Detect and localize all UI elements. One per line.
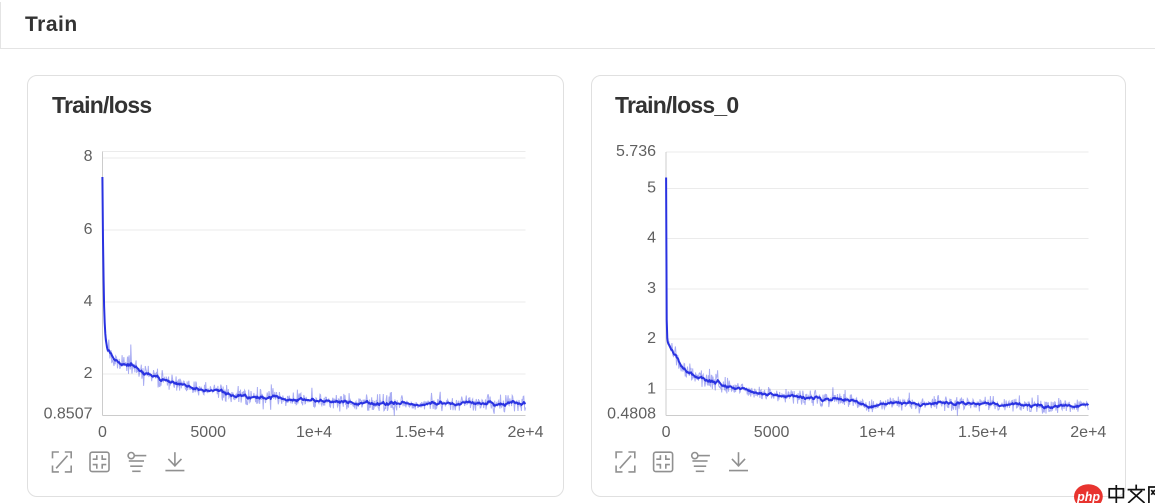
- svg-text:2e+4: 2e+4: [1070, 424, 1106, 441]
- svg-text:3: 3: [647, 280, 656, 297]
- svg-text:1.5e+4: 1.5e+4: [958, 424, 1007, 441]
- svg-text:6: 6: [84, 221, 93, 238]
- svg-text:4: 4: [84, 293, 93, 310]
- svg-text:1.5e+4: 1.5e+4: [395, 424, 444, 441]
- svg-text:1e+4: 1e+4: [859, 424, 895, 441]
- svg-text:2: 2: [84, 365, 93, 382]
- svg-text:0.8507: 0.8507: [44, 406, 93, 423]
- svg-text:5000: 5000: [754, 424, 790, 441]
- svg-text:php: php: [1076, 490, 1100, 503]
- svg-text:1: 1: [647, 381, 656, 398]
- svg-text:4: 4: [647, 230, 656, 247]
- svg-text:5: 5: [647, 179, 656, 196]
- svg-text:2e+4: 2e+4: [507, 424, 543, 441]
- svg-text:0: 0: [662, 424, 671, 441]
- svg-text:0.4808: 0.4808: [607, 406, 656, 423]
- svg-text:8: 8: [84, 148, 93, 165]
- svg-text:2: 2: [647, 330, 656, 347]
- svg-text:5000: 5000: [190, 424, 226, 441]
- svg-text:5.736: 5.736: [616, 143, 656, 160]
- svg-text:1e+4: 1e+4: [296, 424, 332, 441]
- svg-text:0: 0: [98, 424, 107, 441]
